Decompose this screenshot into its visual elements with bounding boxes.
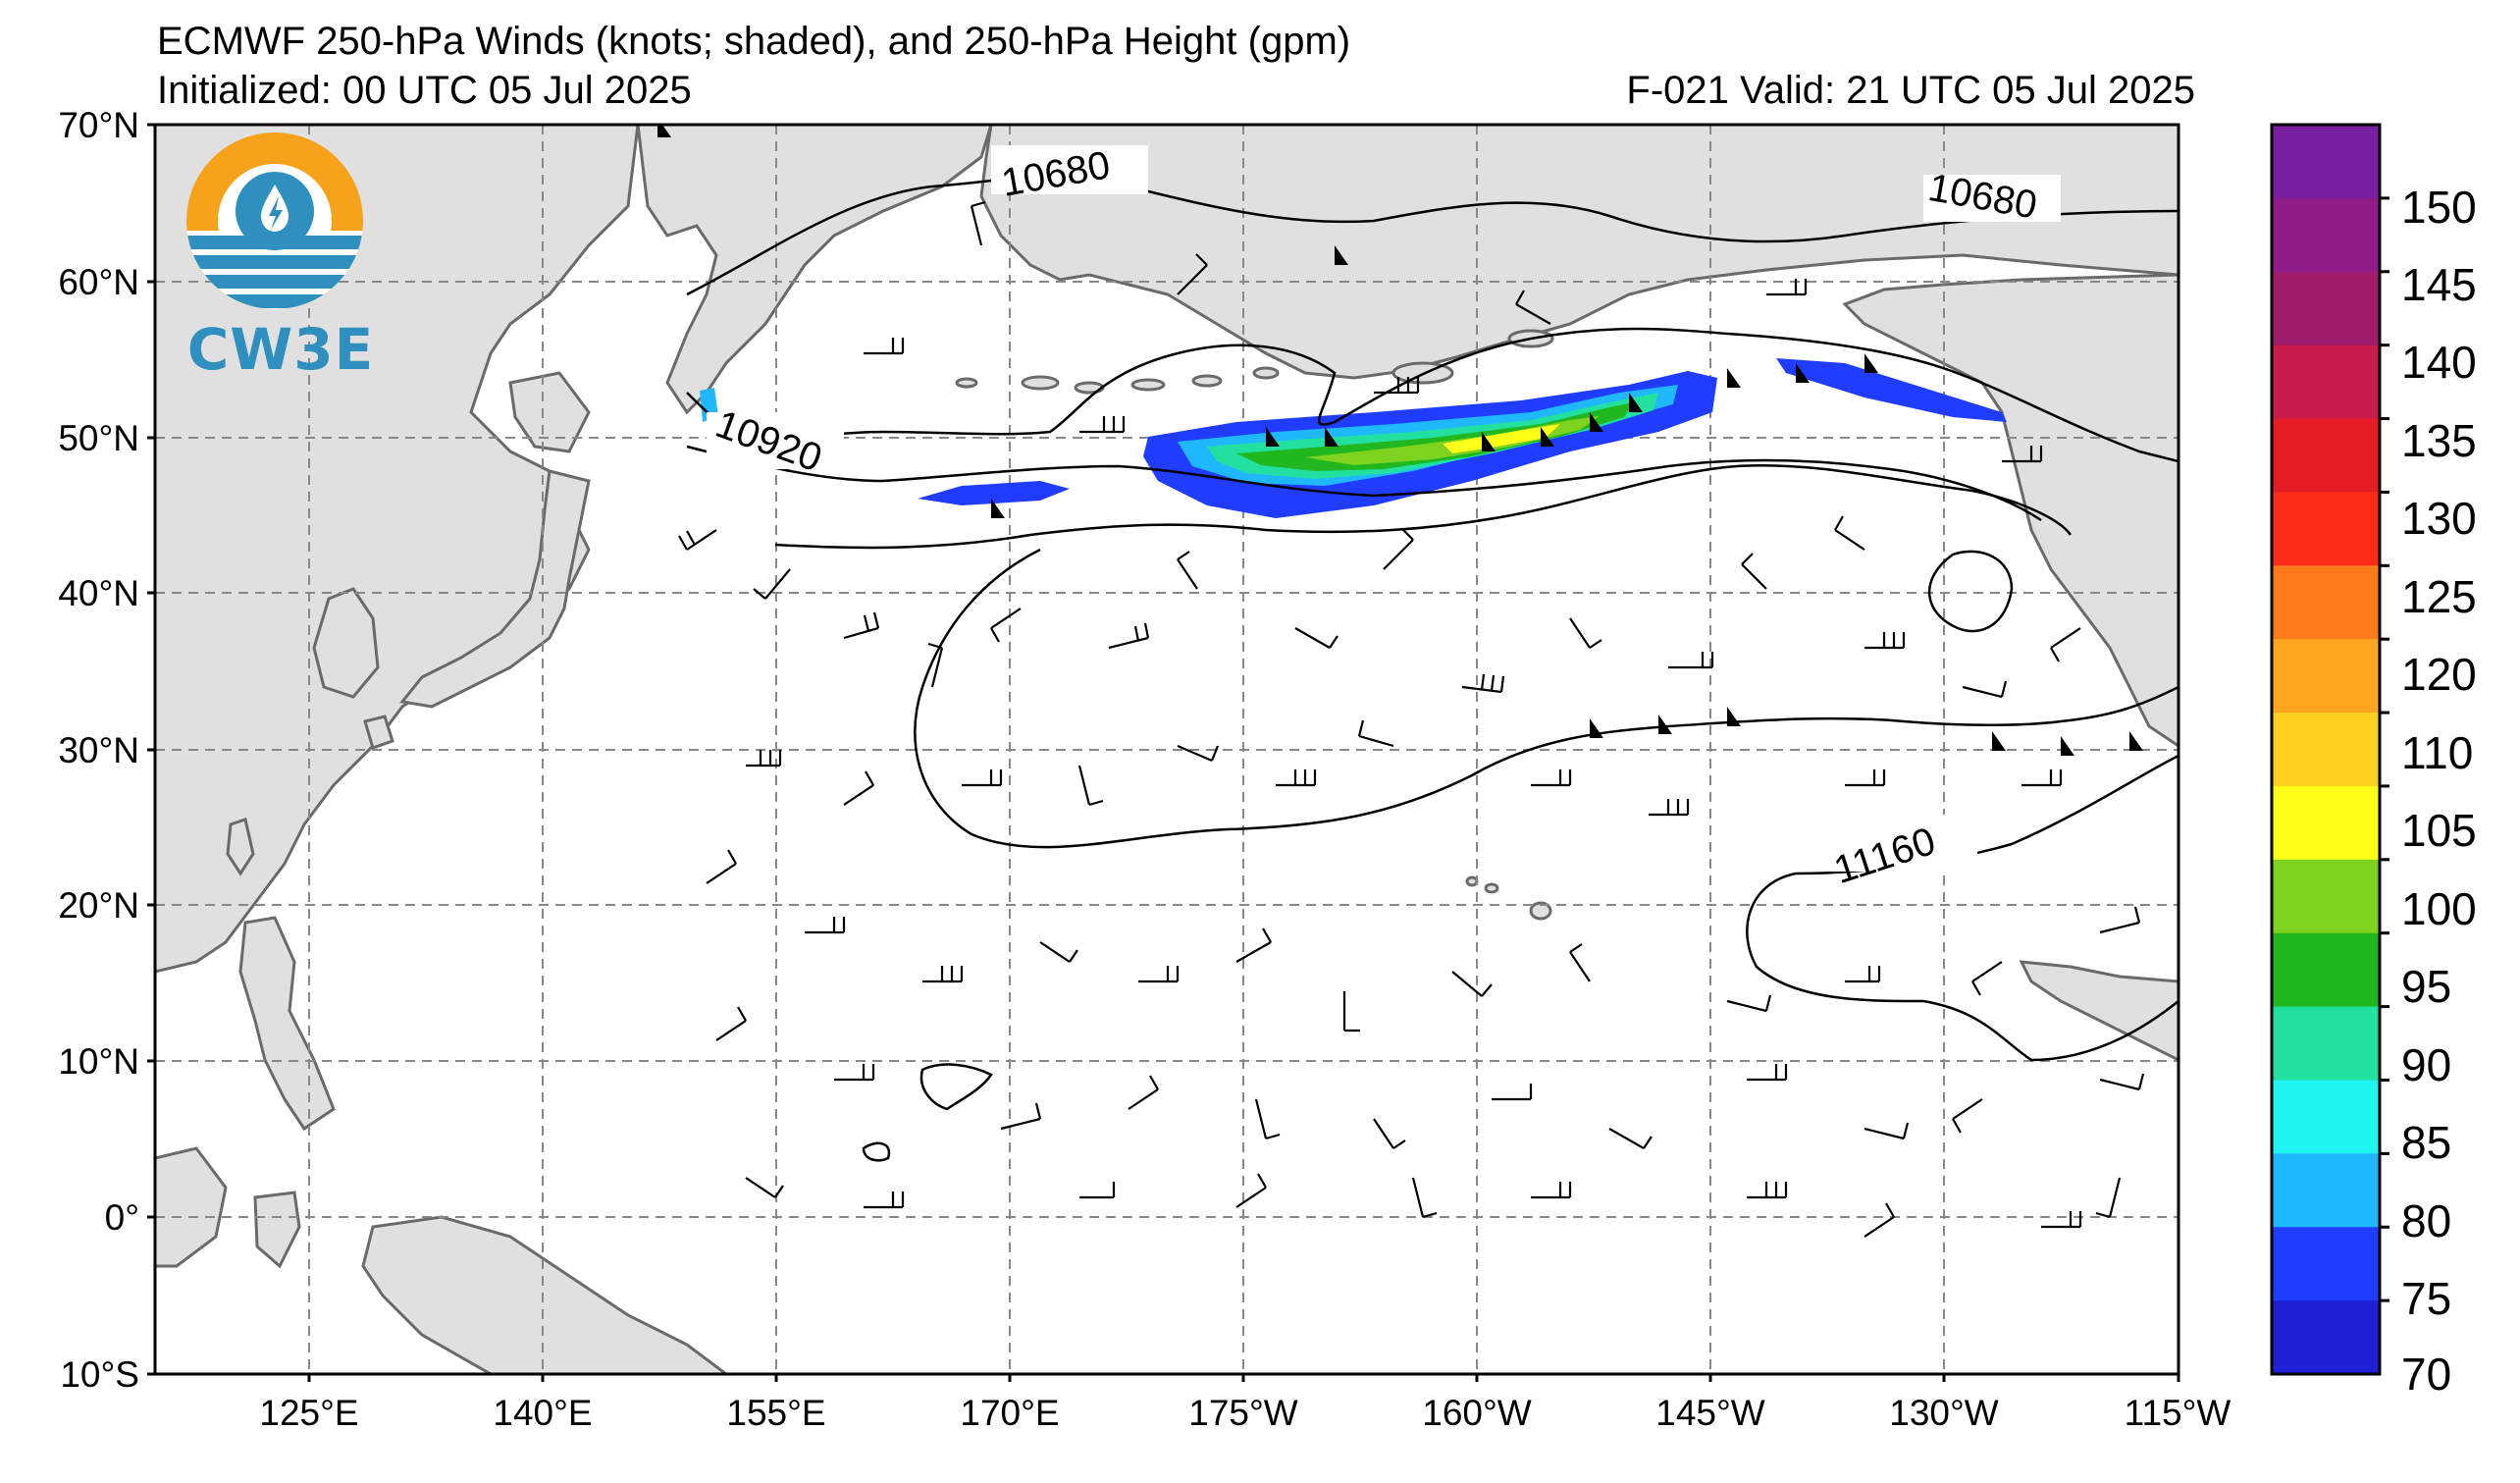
colorbar-label: 140: [2401, 337, 2477, 388]
lat-label: 30°N: [58, 730, 139, 770]
colorbar-cell: [2272, 639, 2380, 714]
kamchatka-land: [636, 125, 993, 415]
colorbar-label: 95: [2401, 961, 2451, 1012]
lon-label: 175°W: [1188, 1393, 1298, 1433]
lat-label: 10°N: [58, 1041, 139, 1082]
colorbar-label: 145: [2401, 259, 2477, 310]
philippines-land: [238, 916, 336, 1132]
japan-land: [399, 469, 591, 709]
colorbar-label: 130: [2401, 493, 2477, 544]
height-contours: [686, 175, 2179, 1162]
colorbar-label: 120: [2401, 649, 2477, 700]
lat-label: 0°: [105, 1197, 139, 1238]
colorbar-cell: [2272, 1006, 2380, 1081]
map-area: [155, 125, 2179, 1374]
colorbar-label: 85: [2401, 1117, 2451, 1168]
colorbar-cell: [2272, 565, 2380, 640]
lat-label: 70°N: [58, 105, 139, 145]
logo-text: CW3E: [186, 316, 375, 383]
colorbar-cell: [2272, 1227, 2380, 1301]
lon-label: 145°W: [1655, 1393, 1765, 1433]
colorbar-label: 110: [2401, 727, 2473, 778]
colorbar-cell: [2272, 713, 2380, 787]
lat-label: 10°S: [60, 1354, 139, 1395]
lat-label: 20°N: [58, 885, 139, 926]
colorbar-cell: [2272, 1153, 2380, 1228]
colorbar-label: 105: [2401, 805, 2477, 856]
colorbar-label: 90: [2401, 1039, 2451, 1090]
colorbar-cell: [2272, 785, 2380, 861]
new-guinea-land: [361, 1215, 729, 1374]
cw3e-logo: [186, 132, 363, 309]
colorbar-label: 125: [2401, 571, 2477, 622]
initialized-time: Initialized: 00 UTC 05 Jul 2025: [157, 69, 692, 112]
colorbar-cell: [2272, 1300, 2380, 1375]
wind-barbs: [678, 200, 2145, 1238]
colorbar: 150 145 140 135 130 125 120 110 105 100 …: [2270, 123, 2477, 1400]
north-america-land: [1842, 273, 2179, 748]
alaska-land: [979, 125, 2179, 380]
lon-label: 125°E: [259, 1393, 358, 1433]
lon-label: 130°W: [1889, 1393, 1999, 1433]
colorbar-cell: [2272, 197, 2380, 273]
graticule: [155, 125, 2179, 1374]
valid-time: F-021 Valid: 21 UTC 05 Jul 2025: [1626, 69, 2195, 112]
colorbar-label: 150: [2401, 182, 2477, 233]
lat-label: 40°N: [58, 573, 139, 613]
map-title: ECMWF 250-hPa Winds (knots; shaded), and…: [157, 20, 1351, 63]
lon-label: 115°W: [2125, 1393, 2231, 1433]
colorbar-label: 70: [2401, 1349, 2451, 1400]
colorbar-cell: [2272, 492, 2380, 566]
colorbar-cell: [2272, 125, 2380, 199]
wind-flags: [657, 125, 2143, 756]
colorbar-label: 75: [2401, 1273, 2451, 1324]
lon-label: 170°E: [960, 1393, 1059, 1433]
jet-stream-shading: [700, 358, 2007, 518]
colorbar-cell: [2272, 932, 2380, 1008]
lon-label: 140°E: [493, 1393, 592, 1433]
colorbar-label: 135: [2401, 415, 2477, 466]
lon-label: 160°W: [1422, 1393, 1532, 1433]
lat-label: 60°N: [58, 262, 139, 302]
colorbar-label: 100: [2401, 883, 2477, 934]
lon-label: 155°E: [726, 1393, 825, 1433]
colorbar-cell: [2272, 344, 2380, 420]
colorbar-cell: [2272, 1080, 2380, 1154]
lat-label: 50°N: [58, 418, 139, 458]
colorbar-cell: [2272, 418, 2380, 493]
colorbar-cell: [2272, 859, 2380, 934]
colorbar-label: 80: [2401, 1195, 2451, 1246]
colorbar-cell: [2272, 271, 2380, 346]
